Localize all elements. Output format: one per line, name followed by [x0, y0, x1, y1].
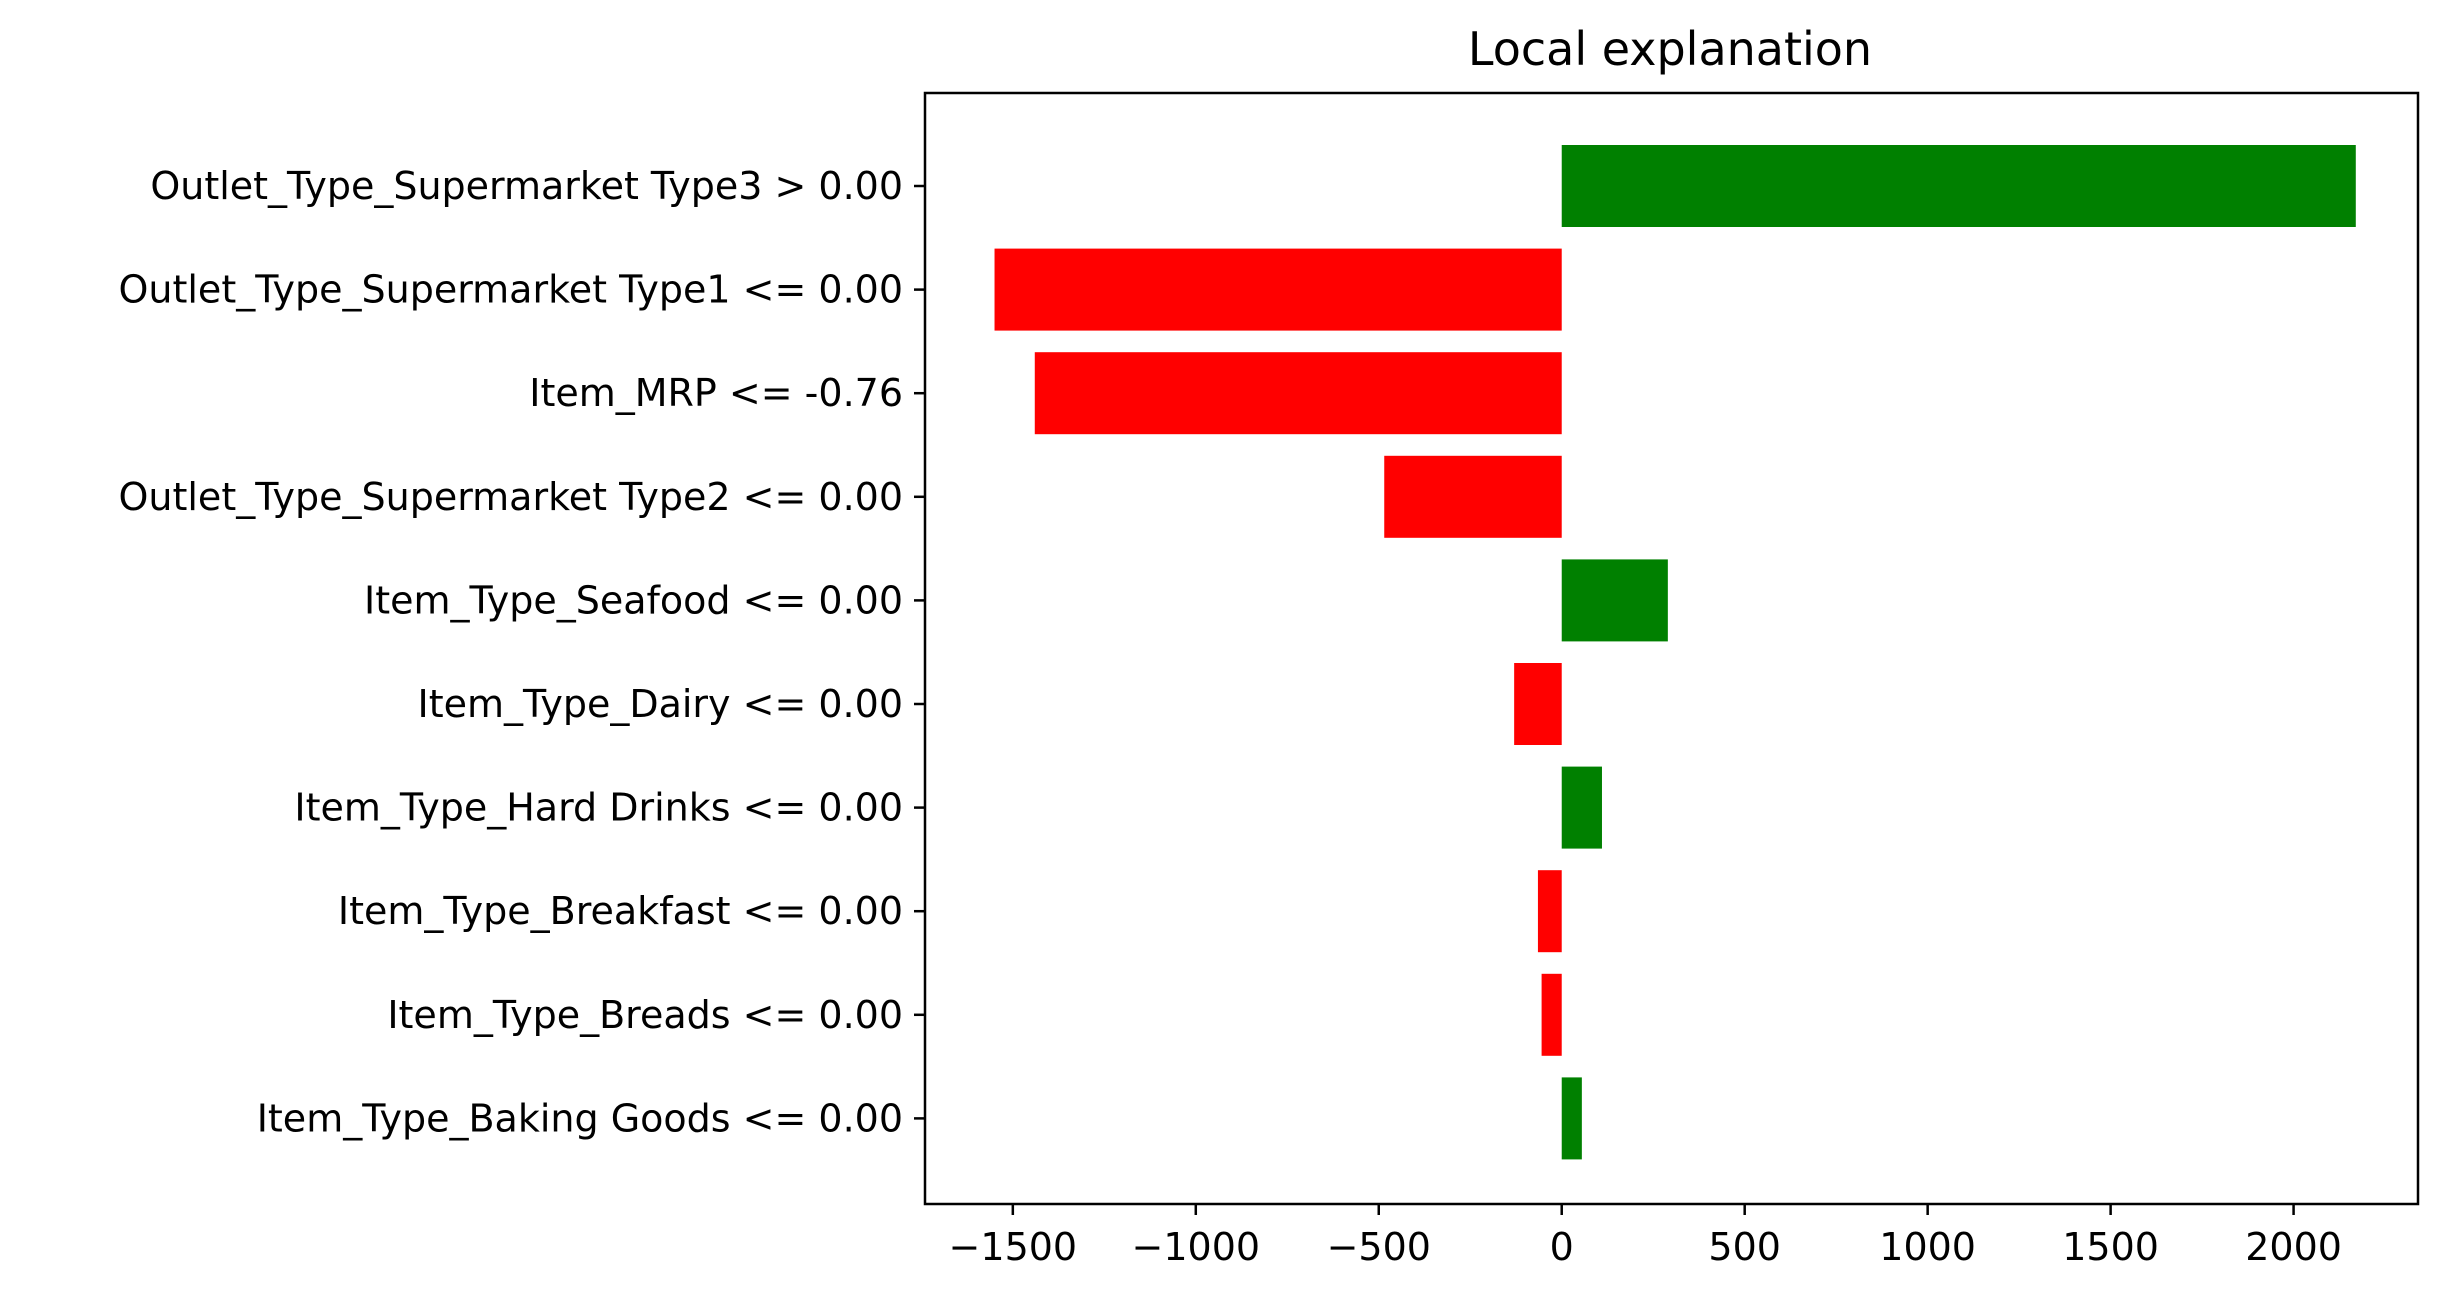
x-tick-label: −1000: [1132, 1225, 1261, 1269]
x-axis: −1500 −1000 −500 0 500 1000 1500 2000: [949, 1204, 2342, 1269]
x-tick-label: −1500: [949, 1225, 1078, 1269]
bars-group: [994, 145, 2356, 1160]
bar-5: [1561, 559, 1668, 642]
x-tick-label: 1500: [2062, 1225, 2159, 1269]
y-tick-label: Item_MRP <= -0.76: [529, 371, 903, 415]
x-tick-label: 2000: [2245, 1225, 2342, 1269]
bar-3: [1034, 352, 1562, 435]
y-tick-label: Outlet_Type_Supermarket Type2 <= 0.00: [118, 475, 903, 519]
y-tick-label: Item_Type_Breads <= 0.00: [387, 993, 903, 1037]
bar-7: [1561, 766, 1602, 849]
y-tick-label: Outlet_Type_Supermarket Type1 <= 0.00: [118, 268, 903, 312]
bar-6: [1514, 663, 1562, 745]
x-tick-label: 0: [1550, 1225, 1574, 1269]
y-tick-label: Item_Type_Seafood <= 0.00: [364, 578, 903, 622]
x-tick-label: 1000: [1879, 1225, 1976, 1269]
x-tick-label: −500: [1327, 1225, 1431, 1269]
bar-2: [994, 248, 1562, 331]
plot-frame: [923, 91, 2420, 1206]
y-tick-label: Item_Type_Baking Goods <= 0.00: [257, 1096, 903, 1140]
y-tick-label: Item_Type_Breakfast <= 0.00: [338, 889, 903, 933]
y-tick-label: Item_Type_Dairy <= 0.00: [418, 682, 903, 726]
y-axis: Outlet_Type_Supermarket Type3 > 0.00 Outl…: [118, 164, 925, 1140]
y-tick-label: Outlet_Type_Supermarket Type3 > 0.00: [150, 164, 903, 208]
bar-1: [1561, 145, 2356, 227]
bar-8: [1537, 870, 1562, 953]
bar-9: [1541, 973, 1562, 1056]
bar-10: [1561, 1077, 1582, 1160]
y-tick-label: Item_Type_Hard Drinks <= 0.00: [294, 786, 903, 830]
chart-title: Local explanation: [1468, 22, 1872, 76]
x-tick-label: 500: [1708, 1225, 1781, 1269]
bar-4: [1384, 455, 1562, 538]
